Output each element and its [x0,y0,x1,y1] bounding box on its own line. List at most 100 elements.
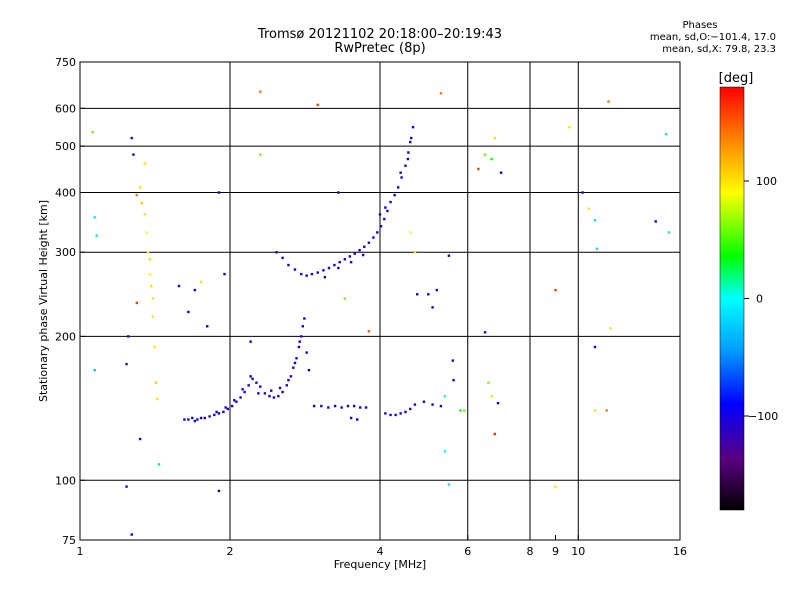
echo-point [493,136,497,140]
echo-point [145,231,148,234]
echo-point [203,416,206,420]
echo-point [208,415,211,418]
y-axis-ticks: 75 100 200 300 400 500 600 750 [55,56,85,547]
echo-point [378,213,382,216]
echo-point [287,378,290,382]
echo-point [322,269,325,272]
echo-point [462,409,466,412]
echo-point [213,413,216,417]
echo-point [199,280,203,284]
echo-point [367,241,371,244]
phase-statistics: Phases mean, sd,O:−101.4, 17.0 mean, sd,… [610,20,790,56]
echo-point [138,437,142,441]
echo-point [196,418,199,421]
echo-point [91,130,94,134]
echo-point [340,406,343,409]
echo-point [593,345,597,349]
echo-point [230,404,234,408]
echo-point [259,385,262,388]
echo-point [483,153,487,156]
phase-x-stats: mean, sd,X: 79.8, 23.3 [662,44,776,55]
x-tick-label: 16 [673,545,687,558]
echo-point [215,410,218,414]
echo-point [413,403,417,406]
echo-point [226,407,230,411]
echo-point [130,136,133,140]
echo-point [268,394,271,398]
echo-point [151,315,155,318]
colorbar-unit-label: [deg] [719,71,754,86]
echo-point [439,404,443,408]
chart-title: Tromsø 20121102 20:18:00–20:19:43 [257,27,503,42]
echo-point [251,377,254,381]
echo-point [327,406,330,409]
colorbar: [deg] 100 0 −100 [719,71,778,511]
echo-point [285,384,288,387]
echo-point [409,140,412,144]
echo-point [568,125,571,129]
echo-point [338,260,341,264]
echo-point [247,384,250,387]
colorbar-ticks: 100 0 −100 [744,175,778,423]
echo-point [349,260,353,264]
echo-point [157,463,161,466]
echo-point [343,258,347,261]
echo-point [281,390,284,394]
echo-point [255,381,258,384]
chart-subtitle: RwPretec (8p) [334,41,426,56]
echo-point [343,297,347,300]
echo-point [287,263,290,267]
echo-point [459,409,462,412]
y-axis-label: Stationary phase Virtual Height [km] [37,200,50,402]
echo-point [435,288,438,292]
echo-point [249,340,252,343]
echo-point [127,335,130,338]
echo-point [222,410,225,414]
echo-point [496,401,500,405]
echo-point [199,416,203,420]
echo-point [595,247,599,250]
echo-point [148,258,151,261]
echo-point [223,272,226,276]
grid-lines [80,62,680,540]
x-tick-label: 10 [571,545,585,558]
echo-point [297,345,301,349]
echo-point [554,288,557,292]
echo-point [431,403,434,406]
echo-point [427,293,430,296]
echo-point [293,268,297,271]
echo-point [281,256,284,260]
echo-point [443,394,447,398]
echo-point [305,351,308,354]
echo-point [177,284,181,288]
echo-point [303,317,306,320]
echo-point [372,236,375,239]
echo-point [383,217,386,221]
echo-point [217,489,221,493]
echo-point [93,368,96,372]
echo-point [389,413,392,417]
echo-point [409,136,413,140]
echo-point [654,220,657,223]
echo-point [394,413,397,417]
echo-point [364,406,368,409]
data-points [91,90,671,536]
echo-point [249,375,252,378]
echo-point [443,450,447,453]
echo-point [355,418,359,421]
echo-point [289,375,293,378]
echo-point [333,404,337,408]
echo-point [379,225,383,228]
echo-point [293,361,297,365]
echo-point [386,209,389,213]
echo-point [358,406,362,409]
x-tick-label: 1 [77,545,84,558]
echo-point [259,90,262,93]
echo-point [404,164,407,167]
echo-point [135,193,138,197]
echo-point [490,157,493,161]
echo-point [477,167,480,171]
echo-point [316,103,319,107]
echo-point [187,310,190,314]
